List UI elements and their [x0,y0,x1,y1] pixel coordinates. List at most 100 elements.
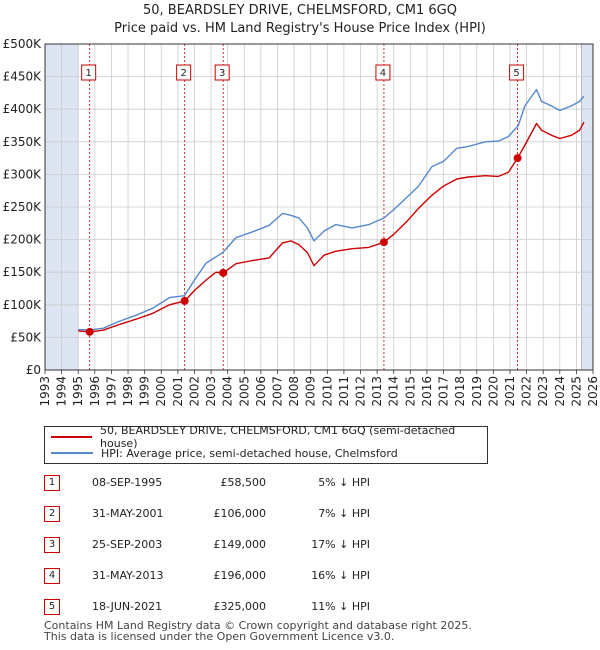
sale-marker-label: 5 [513,68,519,79]
x-tick-label: 2011 [337,376,351,407]
legend-swatch-hpi [51,452,93,454]
sales-table: 1 08-SEP-1995 £58,500 5% ↓ HPI 2 31-MAY-… [44,473,444,628]
sale-date: 31-MAY-2001 [92,507,164,520]
sale-number-badge: 4 [44,568,60,584]
x-tick-label: 2008 [287,376,301,407]
x-tick-label: 2013 [370,376,384,407]
legend-entry-hpi: HPI: Average price, semi-detached house,… [51,445,398,461]
y-tick-label: £300K [3,167,43,181]
sale-row: 2 31-MAY-2001 £106,000 7% ↓ HPI [44,504,444,535]
x-tick-label: 1993 [38,376,52,407]
x-tick-label: 2015 [403,376,417,407]
sale-point [180,296,189,305]
sale-point [85,327,94,336]
hpi-line [78,88,585,331]
y-tick-label: £400K [3,102,43,116]
x-tick-label: 2006 [254,376,268,407]
chart-subtitle: Price paid vs. HM Land Registry's House … [114,21,486,36]
legend-swatch-property [51,436,93,438]
y-tick-label: £150K [3,265,43,279]
x-tick-label: 1995 [71,376,85,407]
x-tick-label: 2001 [171,376,185,407]
y-tick-label: £350K [3,135,43,149]
sale-hpi-diff: 16% ↓ HPI [311,569,370,582]
x-tick-label: 1999 [138,376,152,407]
x-tick-label: 2017 [437,376,451,407]
x-tick-label: 1996 [88,376,102,407]
sale-row: 1 08-SEP-1995 £58,500 5% ↓ HPI [44,473,444,504]
footer-line-2: This data is licensed under the Open Gov… [44,630,395,643]
x-tick-label: 1994 [55,376,69,407]
sale-price: £106,000 [213,507,267,520]
x-tick-label: 2000 [154,376,168,407]
x-tick-label: 2012 [354,376,368,407]
y-tick-label: £200K [3,233,43,247]
sale-row: 3 25-SEP-2003 £149,000 17% ↓ HPI [44,535,444,566]
chart-legend: 50, BEARDSLEY DRIVE, CHELMSFORD, CM1 6GQ… [44,424,488,464]
x-tick-label: 2010 [320,376,334,407]
sale-row: 4 31-MAY-2013 £196,000 16% ↓ HPI [44,566,444,597]
legend-label-hpi: HPI: Average price, semi-detached house,… [101,446,398,460]
y-tick-label: £100K [3,298,43,312]
sale-number-badge: 5 [44,599,60,615]
x-tick-label: 2024 [553,376,567,407]
x-tick-label: 2004 [221,376,235,407]
x-tick-label: 2009 [304,376,318,407]
sale-price: £325,000 [213,600,267,613]
legend-label-property: 50, BEARDSLEY DRIVE, CHELMSFORD, CM1 6GQ… [100,424,456,450]
sale-marker-label: 4 [380,68,386,79]
sale-price: £196,000 [213,569,267,582]
x-tick-label: 2026 [586,376,600,407]
footer-attribution: Contains HM Land Registry data © Crown c… [44,620,472,642]
y-tick-label: £250K [3,200,43,214]
sale-row: 5 18-JUN-2021 £325,000 11% ↓ HPI [44,597,444,628]
x-tick-label: 2007 [270,376,284,407]
sale-marker-box [375,64,391,81]
sale-number-badge: 3 [44,537,60,553]
x-tick-label: 2003 [204,376,218,407]
sale-marker-label: 3 [219,68,225,79]
x-tick-label: 2021 [503,376,517,407]
sale-point [219,268,228,277]
sale-price: £149,000 [213,538,267,551]
sale-date: 18-JUN-2021 [92,600,163,613]
sale-marker-label: 1 [85,68,91,79]
x-tick-label: 2022 [520,376,534,407]
y-tick-label: £50K [10,330,42,344]
sale-number-badge: 1 [44,475,60,491]
sale-marker-box [81,64,97,81]
x-tick-label: 2018 [453,376,467,407]
y-tick-label: £500K [3,37,43,51]
sale-date: 08-SEP-1995 [92,476,163,489]
plot-frame [44,43,594,371]
x-tick-label: 1997 [104,376,118,407]
footer-line-1: Contains HM Land Registry data © Crown c… [44,619,472,632]
sale-marker-box [509,64,525,81]
x-tick-label: 2002 [187,376,201,407]
x-tick-label: 2005 [237,376,251,407]
sale-hpi-diff: 7% ↓ HPI [318,507,370,520]
price-chart: £0 £50K £100K £150K £200K £250K £300K £350K £400… [3,37,600,407]
sale-hpi-diff: 5% ↓ HPI [318,476,370,489]
sale-price: £58,500 [220,476,267,489]
x-tick-label: 2025 [569,376,583,407]
x-tick-label: 1998 [121,376,135,407]
sale-marker-box [214,64,230,81]
sale-hpi-diff: 11% ↓ HPI [311,600,370,613]
chart-title: 50, BEARDSLEY DRIVE, CHELMSFORD, CM1 6GQ [143,3,457,18]
sale-marker-box [176,64,192,81]
y-tick-label: £450K [3,70,43,84]
x-tick-label: 2016 [420,376,434,407]
sale-point [379,238,388,247]
y-tick-label: £0 [26,363,41,377]
x-tick-label: 2023 [536,376,550,407]
sale-point [513,154,522,163]
sale-number-badge: 2 [44,506,60,522]
sale-marker-label: 2 [180,68,186,79]
sale-date: 25-SEP-2003 [92,538,163,551]
x-tick-label: 2014 [387,376,401,407]
legend-entry-property: 50, BEARDSLEY DRIVE, CHELMSFORD, CM1 6GQ… [51,424,487,450]
x-tick-label: 2019 [470,376,484,407]
sale-date: 31-MAY-2013 [92,569,164,582]
x-tick-label: 2020 [486,376,500,407]
